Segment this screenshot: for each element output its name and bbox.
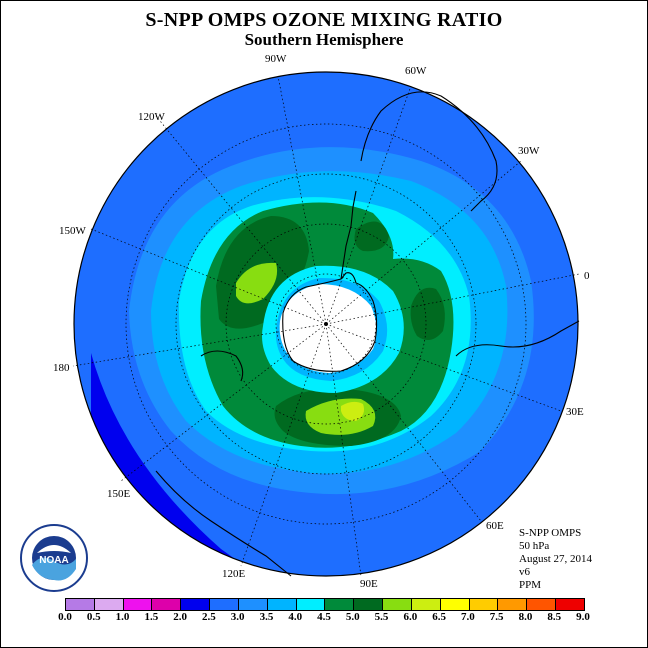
south-america-coast	[360, 91, 498, 212]
antarctic-peninsula	[340, 190, 357, 280]
africa-coast	[455, 320, 580, 357]
info-units: PPM	[519, 579, 542, 591]
graticule	[72, 75, 580, 577]
contour-5-0-east	[410, 287, 445, 340]
contour-6-0-south	[341, 401, 365, 421]
colorbar-swatch	[181, 599, 211, 610]
colorbar-tick-label: 3.5	[259, 611, 274, 623]
colorbar-swatch	[238, 599, 268, 610]
colorbar-swatch	[152, 599, 182, 610]
new-zealand-coast	[200, 350, 244, 382]
noaa-logo-text: NOAA	[39, 555, 68, 566]
colorbar-swatch	[296, 599, 326, 610]
colorbar-tick-label: 7.5	[489, 611, 504, 623]
info-level: 50 hPa	[519, 540, 550, 552]
colorbar-swatch	[440, 599, 470, 610]
colorbar-tick-label: 9.0	[576, 611, 590, 623]
map-boundary	[73, 71, 579, 577]
colorbar-tick-label: 1.5	[144, 611, 159, 623]
colorbar-tick-label: 4.5	[317, 611, 331, 623]
colorbar-ticks: 0.0 0.5 1.0 1.5 2.0 2.5 3.0 3.5 4.0 4.5 5.0 5.5 6.0 6…	[58, 611, 590, 625]
colorbar-tick-label: 6.5	[432, 611, 446, 623]
colorbar-swatch	[527, 599, 557, 610]
noaa-logo: NOAA	[20, 524, 88, 592]
colorbar-swatch	[498, 599, 528, 610]
lon-label-120w: 120W	[138, 111, 166, 123]
colorbar-swatch	[354, 599, 384, 610]
colorbar-swatch	[325, 599, 355, 610]
lon-label-30w: 30W	[518, 145, 540, 157]
colorbar-swatch	[469, 599, 499, 610]
polar-night-gap	[279, 284, 377, 373]
south-pole-marker	[324, 322, 328, 326]
info-block: S-NPP OMPS 50 hPa August 27, 2014 v6 PPM	[519, 527, 592, 592]
figure-title: S-NPP OMPS OZONE MIXING RATIO	[145, 9, 503, 31]
figure-subtitle: Southern Hemisphere	[244, 30, 404, 49]
coastlines	[155, 91, 580, 577]
colorbar-swatch	[210, 599, 239, 610]
colorbar-tick-label: 8.0	[518, 611, 533, 623]
colorbar-swatch	[94, 599, 124, 610]
lon-label-60w: 60W	[405, 65, 427, 77]
colorbar-swatch	[123, 599, 153, 610]
info-instrument: S-NPP OMPS	[519, 527, 582, 539]
lon-label-60e: 60E	[486, 520, 504, 532]
colorbar-tick-label: 6.0	[403, 611, 418, 623]
lon-label-0: 0	[584, 270, 590, 282]
colorbar-tick-label: 2.5	[202, 611, 216, 623]
lon-label-90e: 90E	[360, 578, 378, 590]
colorbar-tick-label: 3.0	[230, 611, 245, 623]
colorbar-swatch	[267, 599, 297, 610]
info-date: August 27, 2014	[519, 553, 593, 565]
colorbar-tick-label: 0.5	[86, 611, 101, 623]
info-version: v6	[519, 566, 530, 578]
colorbar-swatch	[411, 599, 441, 610]
contour-5-0-north	[354, 221, 389, 252]
colorbar-tick-label: 5.5	[374, 611, 389, 623]
colorbar-tick-label: 0.0	[58, 611, 72, 623]
colorbar-tick-label: 4.0	[288, 611, 303, 623]
colorbar-swatch	[66, 599, 95, 610]
colorbar-tick-label: 8.5	[547, 611, 562, 623]
colorbar-swatch	[556, 599, 584, 610]
colorbar	[65, 598, 585, 611]
lon-label-180: 180	[53, 362, 70, 374]
lon-label-90w: 90W	[265, 53, 287, 65]
contour-5-5-west	[236, 262, 278, 304]
lon-label-120e: 120E	[222, 568, 246, 580]
colorbar-tick-label: 1.0	[115, 611, 130, 623]
lon-label-30e: 30E	[566, 406, 584, 418]
antarctica-coast	[282, 272, 378, 372]
longitude-labels: 90W 60W 30W 0 30E 60E 90E 120E 150E 180 …	[53, 53, 590, 590]
colorbar-tick-label: 5.0	[345, 611, 360, 623]
colorbar-tick-label: 2.0	[173, 611, 187, 623]
colorbar-swatch	[383, 599, 412, 610]
colorbar-tick-label: 7.0	[461, 611, 475, 623]
lon-label-150w: 150W	[59, 225, 87, 237]
lon-label-150e: 150E	[107, 488, 131, 500]
australia-coast	[155, 470, 292, 577]
